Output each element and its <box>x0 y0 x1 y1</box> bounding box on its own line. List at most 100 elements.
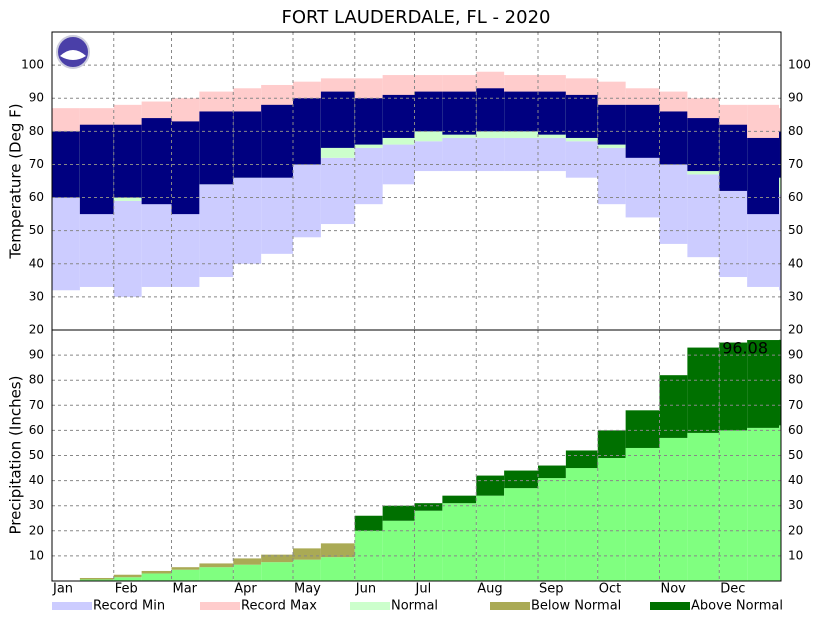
bar <box>320 543 355 558</box>
bar <box>597 458 626 581</box>
bar <box>261 171 294 254</box>
bar <box>504 488 538 581</box>
y-tick-label-right: 40 <box>788 256 803 270</box>
y-tick-label: 70 <box>29 398 44 412</box>
bar <box>719 124 748 191</box>
y-tick-label-right: 50 <box>788 448 803 462</box>
bar <box>538 137 566 172</box>
bar <box>597 104 626 145</box>
bar <box>141 118 172 205</box>
bar <box>779 108 781 145</box>
legend: Record Min Record Max Normal Below Normal Ab… <box>52 599 783 614</box>
y-tick-label-right: 70 <box>788 398 803 412</box>
x-tick-label: Jun <box>355 582 376 597</box>
bar <box>293 559 321 581</box>
bar <box>659 164 688 244</box>
y-tick-label: 60 <box>29 423 44 437</box>
bar <box>141 573 172 581</box>
bar <box>442 137 477 172</box>
bar <box>113 577 142 581</box>
frame <box>51 31 782 582</box>
bar <box>476 495 505 581</box>
bar <box>261 562 294 581</box>
x-tick-label: May <box>294 582 321 597</box>
bar <box>382 94 415 138</box>
bar <box>354 147 383 205</box>
bar <box>382 144 415 185</box>
bar <box>233 564 262 581</box>
bar <box>261 104 294 178</box>
bar <box>476 88 505 132</box>
bar <box>538 478 566 581</box>
y-tick-label: 100 <box>21 58 44 72</box>
x-tick-label: Sep <box>539 582 564 597</box>
bar <box>538 91 566 135</box>
bar <box>625 410 660 448</box>
bar <box>320 91 355 148</box>
legend-label: Record Max <box>241 599 317 614</box>
bar <box>442 495 477 504</box>
bar <box>199 567 234 581</box>
y-tick-label: 80 <box>29 373 44 387</box>
legend-swatch <box>200 602 240 610</box>
annotation: 96.08 <box>722 339 768 358</box>
bar <box>199 111 234 185</box>
bar <box>382 505 415 521</box>
x-tick-label: Jan <box>52 582 73 597</box>
legend-swatch <box>52 602 92 610</box>
bar <box>354 515 383 531</box>
legend-label: Normal <box>391 599 438 614</box>
bar <box>504 91 538 132</box>
bar <box>113 200 142 297</box>
bar <box>113 124 142 198</box>
x-tick-label: Jul <box>415 582 432 597</box>
x-tick-label: Mar <box>173 582 198 597</box>
chart-title: FORT LAUDERDALE, FL - 2020 <box>282 7 551 28</box>
bar <box>504 75 538 95</box>
legend-label: Above Normal <box>691 599 783 614</box>
y-tick-label-right: 70 <box>788 157 803 171</box>
bar <box>320 557 355 581</box>
bar <box>233 111 262 178</box>
y-tick-label: 70 <box>29 157 44 171</box>
bar <box>565 468 598 581</box>
y-tick-label: 90 <box>29 91 44 105</box>
bar <box>659 437 688 581</box>
bar <box>687 347 720 433</box>
y-tick-label: 80 <box>29 124 44 138</box>
bar <box>141 197 172 287</box>
bar <box>779 339 781 426</box>
bar <box>476 137 505 172</box>
legend-label: Record Min <box>93 599 165 614</box>
bar <box>52 197 80 291</box>
x-tick-label: Feb <box>115 582 138 597</box>
y-tick-label-right: 60 <box>788 423 803 437</box>
legend-swatch <box>350 602 390 610</box>
bar <box>79 577 114 580</box>
y-axis-title: Temperature (Deg F) <box>7 103 25 259</box>
y-tick-label: 10 <box>29 548 44 562</box>
bar <box>79 200 114 287</box>
bar <box>597 81 626 105</box>
bar <box>476 475 505 496</box>
y-tick-label: 30 <box>29 289 44 303</box>
bar <box>414 503 443 511</box>
noaa-logo-wave <box>60 50 86 60</box>
bar <box>747 427 780 581</box>
y-tick-label: 50 <box>29 448 44 462</box>
bar <box>504 470 538 489</box>
y-tick-label-right: 50 <box>788 223 803 237</box>
bar <box>625 447 660 581</box>
y-tick-label-right: 60 <box>788 190 803 204</box>
y-tick-label-right: 40 <box>788 473 803 487</box>
bar <box>659 111 688 165</box>
bar <box>233 558 262 565</box>
y-tick-label-right: 30 <box>788 498 803 512</box>
y-tick-label: 40 <box>29 473 44 487</box>
bar <box>293 548 321 560</box>
bar <box>382 520 415 581</box>
bar <box>565 141 598 178</box>
legend-swatch <box>650 602 690 610</box>
y-tick-label: 50 <box>29 223 44 237</box>
